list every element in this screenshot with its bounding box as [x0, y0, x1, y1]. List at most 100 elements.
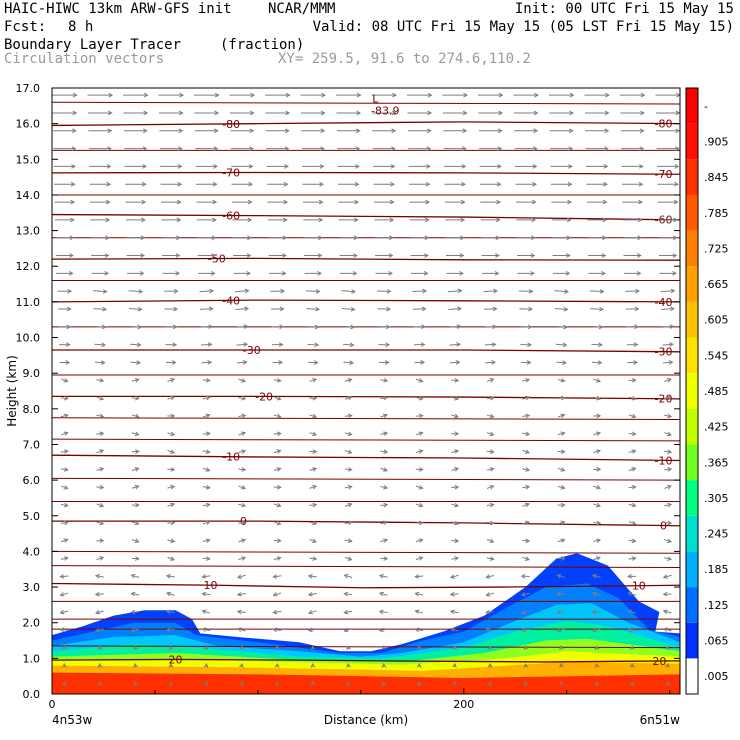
vector-head — [520, 573, 526, 579]
vector-shaft — [522, 379, 530, 382]
vector-head — [313, 360, 319, 365]
vector-head — [272, 574, 278, 579]
vector-head — [247, 199, 253, 205]
vector-head — [141, 217, 146, 223]
vector-head — [492, 306, 498, 312]
vector-head — [236, 574, 242, 579]
vector-head — [63, 395, 69, 401]
y-tick-label: 1.0 — [23, 652, 41, 665]
vector-head — [312, 538, 318, 544]
vector-head — [71, 164, 77, 169]
vector-shaft — [342, 325, 355, 328]
vector-head — [560, 467, 566, 472]
vector-head — [68, 271, 74, 276]
vector-head — [461, 181, 467, 187]
y-tick-label: 9.0 — [23, 367, 41, 380]
vector-head — [134, 520, 140, 526]
vector-head — [520, 592, 526, 597]
vector-head — [391, 110, 397, 116]
vector-head — [99, 502, 105, 508]
vector-head — [140, 253, 146, 258]
vector-head — [244, 288, 250, 294]
vector-head — [135, 502, 140, 508]
vector-shaft — [344, 556, 352, 561]
low-marker-letter: L — [372, 92, 379, 105]
vector-head — [673, 217, 679, 223]
vector-head — [134, 377, 140, 383]
vector-shaft — [60, 521, 68, 524]
vector-head — [524, 395, 530, 401]
vector-shaft — [521, 592, 530, 596]
vector-head — [637, 253, 642, 258]
vector-head — [99, 449, 105, 454]
vector-head — [391, 146, 396, 151]
vector-shaft — [238, 397, 246, 400]
vector-head — [666, 484, 672, 490]
vector-head — [383, 502, 389, 508]
vector-head — [94, 627, 100, 633]
vector-shaft — [131, 432, 139, 436]
vector-shaft — [450, 574, 459, 578]
vector-shaft — [60, 557, 68, 560]
vector-head — [527, 342, 533, 348]
vector-head — [320, 110, 326, 116]
vector-head — [213, 146, 219, 151]
vector-shaft — [306, 326, 319, 328]
vector-head — [491, 342, 497, 347]
vector-shaft — [202, 575, 211, 578]
colorbar-label: .425 — [704, 421, 729, 434]
vector-shaft — [449, 361, 460, 364]
vector-head — [631, 449, 637, 454]
vector-head — [59, 627, 65, 633]
vector-shaft — [96, 449, 104, 454]
vector-head — [241, 556, 247, 561]
isotherm-3 — [52, 454, 680, 462]
vector-head — [498, 92, 504, 98]
vector-head — [170, 538, 176, 544]
vector-head — [388, 271, 394, 276]
vector-head — [320, 128, 326, 134]
vector-head — [205, 484, 211, 490]
vector-head — [666, 431, 672, 437]
vector-head — [485, 592, 491, 597]
vector-shaft — [273, 467, 281, 471]
vector-head — [568, 128, 574, 134]
vector-head — [487, 662, 493, 668]
vector-head — [347, 449, 353, 454]
vector-head — [456, 324, 462, 329]
x-tick-label: 200 — [453, 698, 474, 711]
vector-shaft — [486, 592, 495, 596]
vector-head — [392, 92, 398, 98]
vector-head — [559, 680, 564, 686]
vector-shaft — [60, 539, 68, 543]
vector-shaft — [344, 593, 353, 596]
vector-shaft — [522, 539, 530, 542]
vector-shaft — [379, 611, 388, 614]
vector-head — [667, 413, 673, 419]
vector-head — [635, 288, 640, 294]
vector-head — [531, 199, 537, 205]
vector-head — [525, 467, 531, 472]
vector-head — [63, 431, 69, 436]
vector-head — [386, 288, 392, 294]
vector-head — [239, 680, 244, 686]
contour-lines — [52, 101, 680, 649]
vector-head — [596, 538, 602, 543]
vector-head — [312, 556, 318, 561]
y-tick-label: 7.0 — [23, 438, 41, 451]
vector-head — [210, 271, 216, 276]
vector-shaft — [380, 414, 388, 418]
field-name: Boundary Layer Tracer — [4, 37, 182, 53]
vector-head — [530, 235, 536, 241]
vector-head — [284, 164, 289, 169]
colorbar-swatch — [686, 301, 698, 338]
vector-shaft — [380, 396, 388, 400]
vector-head — [104, 253, 110, 258]
vector-head — [168, 680, 174, 686]
vector-head — [378, 627, 384, 633]
vector-head — [312, 431, 318, 437]
vector-shaft — [309, 539, 317, 543]
vector-shaft — [379, 575, 388, 578]
vector-head — [307, 627, 313, 633]
vector-head — [97, 645, 103, 651]
